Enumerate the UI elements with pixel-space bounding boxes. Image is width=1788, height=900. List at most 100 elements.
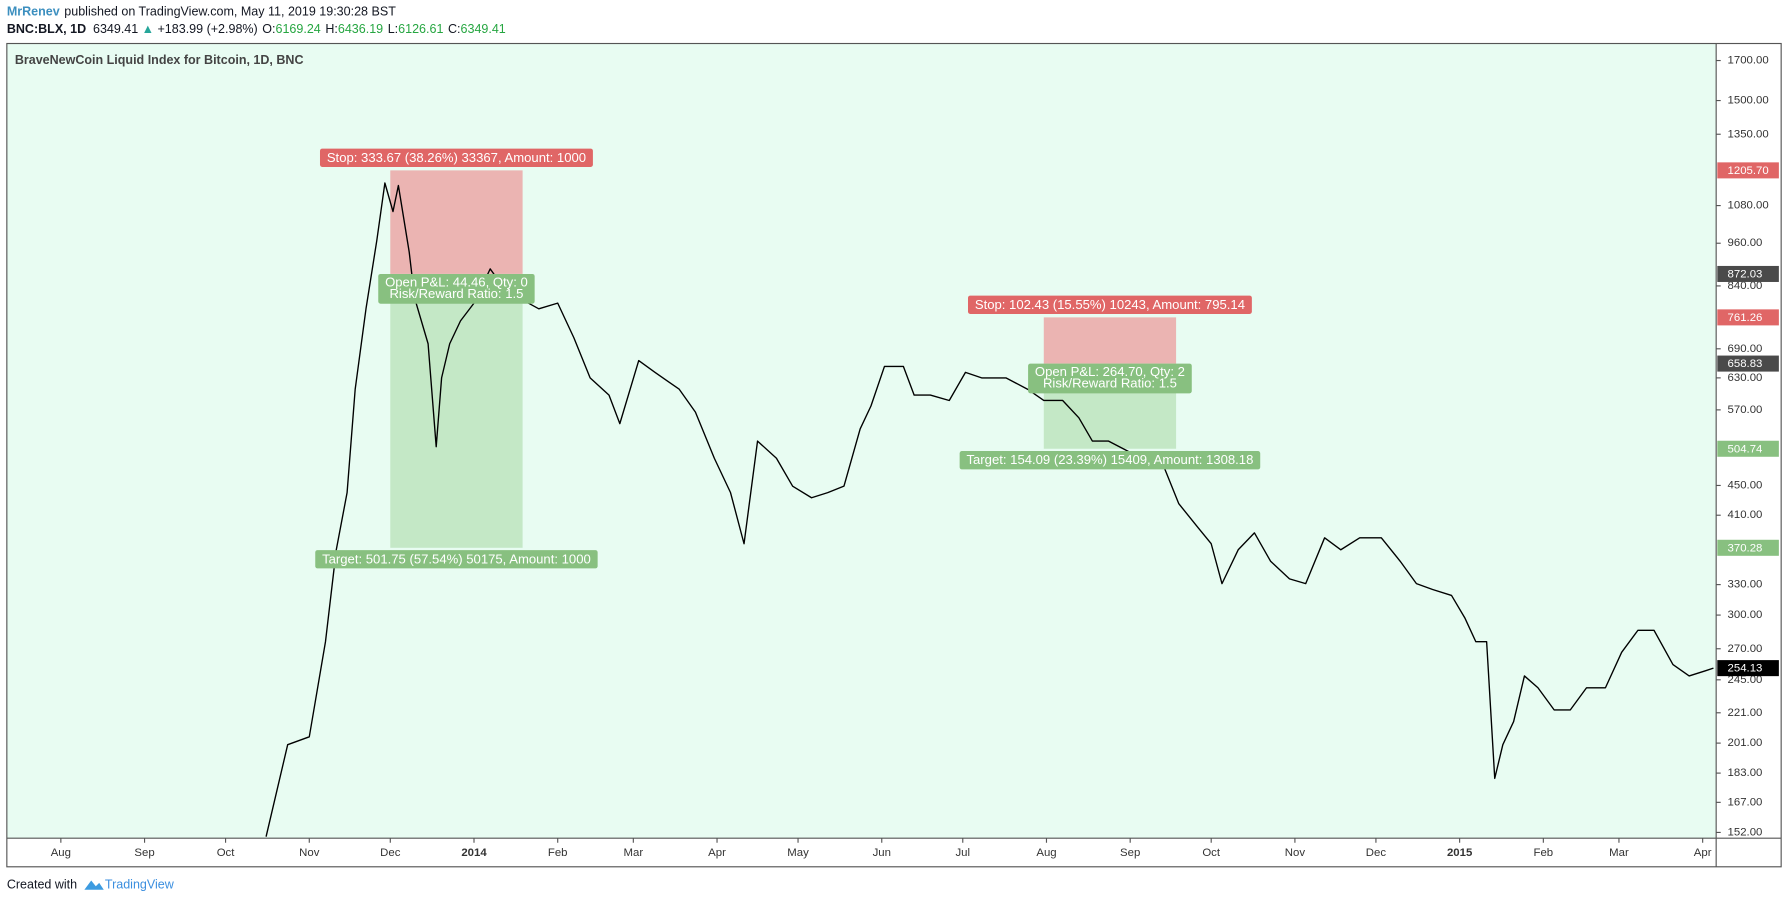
- x-tick-label: Aug: [51, 847, 71, 859]
- y-tick-label: 1500.00: [1728, 95, 1769, 107]
- y-tick-label: 152.00: [1728, 826, 1763, 838]
- x-tick-label: Mar: [624, 847, 644, 859]
- target-label: Target: 501.75 (57.54%) 50175, Amount: 1…: [322, 551, 591, 566]
- x-tick-label: Dec: [380, 847, 401, 859]
- c-label: C:: [448, 22, 461, 36]
- x-tick-label: 2015: [1447, 847, 1473, 859]
- target-zone: [390, 273, 523, 548]
- change: +183.99 (+2.98%): [157, 22, 257, 36]
- h-label: H:: [325, 22, 338, 36]
- l-label: L:: [388, 22, 398, 36]
- x-tick-label: Oct: [217, 847, 236, 859]
- price-line: [265, 182, 1714, 837]
- y-tick-label: 840.00: [1728, 280, 1763, 292]
- o: 6169.24: [276, 22, 321, 36]
- y-tick-label: 245.00: [1728, 674, 1763, 686]
- y-tick-label: 630.00: [1728, 372, 1763, 384]
- l: 6126.61: [398, 22, 443, 36]
- stop-price-bg: [1717, 162, 1779, 179]
- target-label-group: Target: 501.75 (57.54%) 50175, Amount: 1…: [315, 550, 598, 569]
- stop-price: 761.26: [1728, 312, 1763, 324]
- stop-label-group: Stop: 333.67 (38.26%) 33367, Amount: 100…: [319, 148, 593, 167]
- target-label-bg: [959, 451, 1261, 470]
- x-tick-label: May: [787, 847, 809, 859]
- entry-price-bg: [1717, 355, 1779, 372]
- entry-price: 872.03: [1728, 269, 1763, 281]
- c: 6349.41: [461, 22, 506, 36]
- rr-label: Risk/Reward Ratio: 1.5: [389, 286, 523, 301]
- frame: [6, 42, 1782, 868]
- stop-zone: [1043, 317, 1177, 364]
- price: 6349.41: [93, 22, 138, 36]
- footer-created: Created with: [7, 877, 77, 891]
- symbol-line: BNC:BLX, 1D 6349.41 ▲ +183.99 (+2.98%) O:616…: [7, 22, 506, 36]
- pnl-bg: [1028, 363, 1192, 394]
- y-tick-label: 300.00: [1728, 609, 1763, 621]
- stop-label-bg: [319, 148, 593, 167]
- x-tick-label: Sep: [1120, 847, 1140, 859]
- target-price-bg: [1717, 440, 1779, 457]
- y-tick-label: 167.00: [1728, 796, 1763, 808]
- x-tick-label: Apr: [708, 847, 726, 859]
- x-tick-label: 2014: [461, 847, 487, 859]
- x-tick-label: Apr: [1694, 847, 1712, 859]
- plot-background: [6, 43, 1717, 839]
- stop-label-bg: [968, 295, 1252, 314]
- entry-price: 658.83: [1728, 358, 1763, 370]
- logo: [84, 880, 104, 890]
- y-tick-label: 1350.00: [1728, 128, 1769, 140]
- target-label: Target: 154.09 (23.39%) 15409, Amount: 1…: [966, 452, 1253, 467]
- x-tick-label: Nov: [1285, 847, 1306, 859]
- y-tick-label: 570.00: [1728, 404, 1763, 416]
- y-tick-label: 183.00: [1728, 767, 1763, 779]
- y-tick-label: 450.00: [1728, 479, 1763, 491]
- x-tick-label: Aug: [1036, 847, 1056, 859]
- target-label-group: Target: 154.09 (23.39%) 15409, Amount: 1…: [959, 451, 1261, 470]
- chart-title: BraveNewCoin Liquid Index for Bitcoin, 1…: [15, 53, 304, 67]
- last-price: 254.13: [1728, 663, 1763, 675]
- published: published on TradingView.com, May 11, 20…: [64, 5, 396, 19]
- x-tick-label: Feb: [1534, 847, 1554, 859]
- arrow: ▲: [142, 22, 154, 36]
- symbol: BNC:BLX, 1D: [7, 22, 86, 36]
- y-tick-label: 201.00: [1728, 737, 1763, 749]
- x-tick-label: Oct: [1202, 847, 1221, 859]
- y-tick-label: 221.00: [1728, 707, 1763, 719]
- y-tick-label: 330.00: [1728, 579, 1763, 591]
- entry-price-bg: [1717, 265, 1779, 282]
- footer-brand: TradingView: [105, 877, 175, 891]
- x-tick-label: Jun: [873, 847, 891, 859]
- target-price: 504.74: [1728, 443, 1763, 455]
- o-label: O:: [262, 22, 275, 36]
- pnl-bg: [378, 273, 535, 304]
- y-tick-label: 270.00: [1728, 643, 1763, 655]
- pnl-label: Open P&L: 264.70, Qty: 2: [1035, 364, 1185, 379]
- author: MrRenev: [7, 5, 60, 19]
- y-tick-label: 1700.00: [1728, 55, 1769, 67]
- x-tick-label: Jul: [955, 847, 970, 859]
- stop-label: Stop: 333.67 (38.26%) 33367, Amount: 100…: [327, 150, 586, 165]
- y-tick-label: 1080.00: [1728, 200, 1769, 212]
- y-tick-label: 960.00: [1728, 237, 1763, 249]
- x-tick-label: Feb: [548, 847, 568, 859]
- header-line: MrRenev published on TradingView.com, May…: [7, 5, 396, 19]
- target-label-bg: [315, 550, 598, 569]
- x-tick-label: Dec: [1366, 847, 1387, 859]
- x-tick-label: Mar: [1609, 847, 1629, 859]
- pnl-label: Open P&L: 44.46, Qty: 0: [385, 275, 528, 290]
- x-tick-label: Sep: [134, 847, 154, 859]
- stop-zone: [390, 170, 523, 274]
- h: 6436.19: [338, 22, 383, 36]
- stop-price-bg: [1717, 309, 1779, 326]
- target-price: 370.28: [1728, 542, 1763, 554]
- target-price-bg: [1717, 539, 1779, 556]
- x-tick-label: Nov: [299, 847, 320, 859]
- y-tick-label: 410.00: [1728, 509, 1763, 521]
- rr-label: Risk/Reward Ratio: 1.5: [1043, 376, 1177, 391]
- plot: 1700.00 1500.00 1350.00 1080.00 960.00 840.00…: [6, 43, 1779, 859]
- stop-label: Stop: 102.43 (15.55%) 10243, Amount: 795…: [975, 297, 1245, 312]
